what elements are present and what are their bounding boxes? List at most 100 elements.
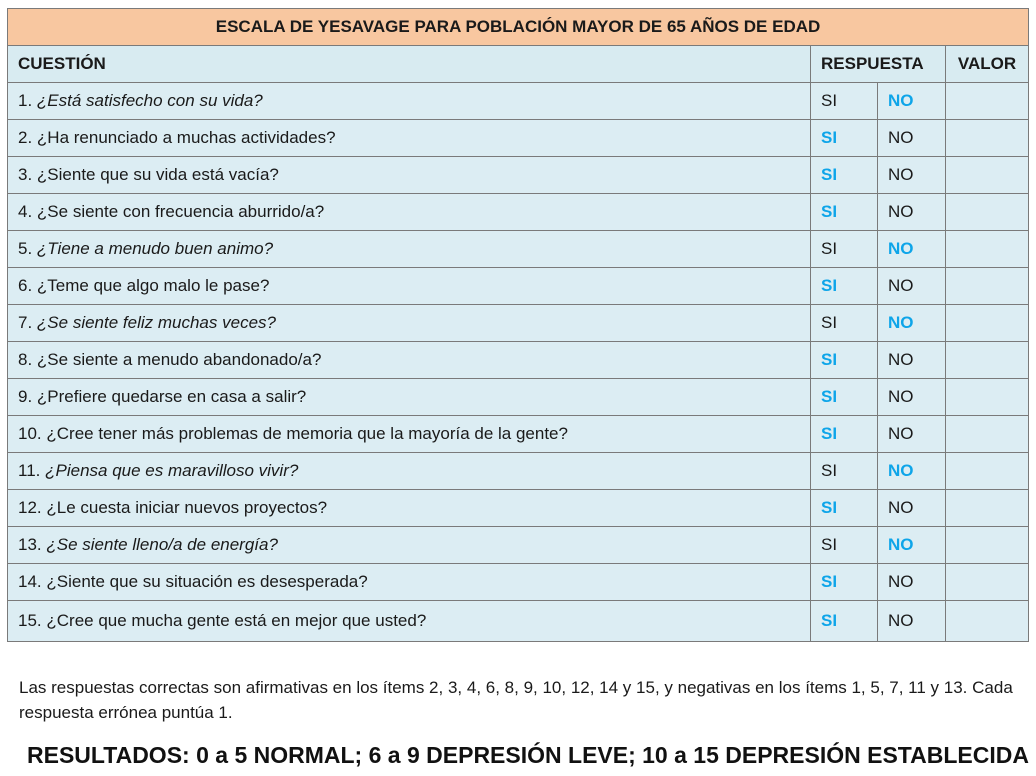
answer-yes[interactable]: SI xyxy=(810,378,878,416)
question-text: ¿Se siente a menudo abandonado/a? xyxy=(36,350,322,369)
table-row: 3. ¿Siente que su vida está vacía? SI NO xyxy=(7,156,1030,194)
title-row: ESCALA DE YESAVAGE PARA POBLACIÓN MAYOR … xyxy=(6,8,1030,46)
answer-no[interactable]: NO xyxy=(877,267,946,305)
question-text: ¿Cree que mucha gente está en mejor que … xyxy=(46,611,427,630)
question-number: 15. xyxy=(18,611,42,630)
answer-no[interactable]: NO xyxy=(877,82,946,120)
question-number: 14. xyxy=(18,572,42,591)
table-row: 11. ¿Piensa que es maravilloso vivir? SI N… xyxy=(7,452,1030,490)
answer-no[interactable]: NO xyxy=(877,304,946,342)
answer-no[interactable]: NO xyxy=(877,156,946,194)
question-text: ¿Está satisfecho con su vida? xyxy=(36,91,263,110)
table-row: 6. ¿Teme que algo malo le pase? SI NO xyxy=(7,267,1030,305)
table-row: 12. ¿Le cuesta iniciar nuevos proyectos?… xyxy=(7,489,1030,527)
question-number: 9. xyxy=(18,387,33,406)
value-cell[interactable] xyxy=(944,304,1030,342)
question-cell: 13. ¿Se siente lleno/a de energía? xyxy=(7,526,811,564)
yesavage-table: ESCALA DE YESAVAGE PARA POBLACIÓN MAYOR … xyxy=(6,8,1030,642)
header-value: VALOR xyxy=(944,45,1030,83)
value-cell[interactable] xyxy=(944,156,1030,194)
question-text: ¿Ha renunciado a muchas actividades? xyxy=(36,128,336,147)
question-text: ¿Se siente lleno/a de energía? xyxy=(46,535,278,554)
answer-yes[interactable]: SI xyxy=(810,415,878,453)
answer-yes[interactable]: SI xyxy=(810,304,878,342)
table-row: 1. ¿Está satisfecho con su vida? SI NO xyxy=(7,82,1030,120)
question-cell: 10. ¿Cree tener más problemas de memoria… xyxy=(7,415,811,453)
question-text: ¿Teme que algo malo le pase? xyxy=(36,276,270,295)
answer-no[interactable]: NO xyxy=(877,230,946,268)
table-row: 8. ¿Se siente a menudo abandonado/a? SI NO xyxy=(7,341,1030,379)
question-text: ¿Piensa que es maravilloso vivir? xyxy=(45,461,299,480)
answer-no[interactable]: NO xyxy=(877,600,946,642)
question-number: 11. xyxy=(18,461,41,480)
results-legend: RESULTADOS: 0 a 5 NORMAL; 6 a 9 DEPRESIÓ… xyxy=(27,742,1029,768)
value-cell[interactable] xyxy=(944,452,1030,490)
question-cell: 8. ¿Se siente a menudo abandonado/a? xyxy=(7,341,811,379)
question-text: ¿Cree tener más problemas de memoria que… xyxy=(46,424,568,443)
value-cell[interactable] xyxy=(944,526,1030,564)
value-cell[interactable] xyxy=(944,563,1030,601)
question-number: 1. xyxy=(18,91,33,110)
answer-no[interactable]: NO xyxy=(877,193,946,231)
answer-no[interactable]: NO xyxy=(877,119,946,157)
question-cell: 9. ¿Prefiere quedarse en casa a salir? xyxy=(7,378,811,416)
question-text: ¿Prefiere quedarse en casa a salir? xyxy=(36,387,307,406)
question-cell: 15. ¿Cree que mucha gente está en mejor … xyxy=(7,600,811,642)
answer-yes[interactable]: SI xyxy=(810,230,878,268)
question-cell: 4. ¿Se siente con frecuencia aburrido/a? xyxy=(7,193,811,231)
value-cell[interactable] xyxy=(944,119,1030,157)
question-text: ¿Siente que su situación es desesperada? xyxy=(46,572,368,591)
answer-no[interactable]: NO xyxy=(877,415,946,453)
answer-no[interactable]: NO xyxy=(877,563,946,601)
value-cell[interactable] xyxy=(944,267,1030,305)
question-number: 10. xyxy=(18,424,42,443)
value-cell[interactable] xyxy=(944,230,1030,268)
value-cell[interactable] xyxy=(944,378,1030,416)
answer-no[interactable]: NO xyxy=(877,489,946,527)
question-cell: 2. ¿Ha renunciado a muchas actividades? xyxy=(7,119,811,157)
question-number: 3. xyxy=(18,165,33,184)
question-number: 12. xyxy=(18,498,42,517)
answer-no[interactable]: NO xyxy=(877,526,946,564)
answer-yes[interactable]: SI xyxy=(810,82,878,120)
table-row: 10. ¿Cree tener más problemas de memoria… xyxy=(7,415,1030,453)
answer-yes[interactable]: SI xyxy=(810,119,878,157)
question-number: 4. xyxy=(18,202,33,221)
answer-yes[interactable]: SI xyxy=(810,341,878,379)
answer-yes[interactable]: SI xyxy=(810,563,878,601)
table-row: 4. ¿Se siente con frecuencia aburrido/a?… xyxy=(7,193,1030,231)
question-cell: 14. ¿Siente que su situación es desesper… xyxy=(7,563,811,601)
answer-no[interactable]: NO xyxy=(877,341,946,379)
question-cell: 12. ¿Le cuesta iniciar nuevos proyectos? xyxy=(7,489,811,527)
question-cell: 11. ¿Piensa que es maravilloso vivir? xyxy=(7,452,811,490)
question-cell: 1. ¿Está satisfecho con su vida? xyxy=(7,82,811,120)
answer-yes[interactable]: SI xyxy=(810,267,878,305)
question-number: 7. xyxy=(18,313,33,332)
value-cell[interactable] xyxy=(944,489,1030,527)
table-title: ESCALA DE YESAVAGE PARA POBLACIÓN MAYOR … xyxy=(6,8,1030,46)
question-text: ¿Le cuesta iniciar nuevos proyectos? xyxy=(46,498,328,517)
header-question: CUESTIÓN xyxy=(7,45,811,83)
table-row: 15. ¿Cree que mucha gente está en mejor … xyxy=(7,600,1030,642)
question-cell: 7. ¿Se siente feliz muchas veces? xyxy=(7,304,811,342)
answer-no[interactable]: NO xyxy=(877,452,946,490)
question-number: 2. xyxy=(18,128,33,147)
answer-yes[interactable]: SI xyxy=(810,600,878,642)
answer-yes[interactable]: SI xyxy=(810,193,878,231)
value-cell[interactable] xyxy=(944,600,1030,642)
question-text: ¿Se siente con frecuencia aburrido/a? xyxy=(36,202,325,221)
answer-yes[interactable]: SI xyxy=(810,489,878,527)
answer-yes[interactable]: SI xyxy=(810,156,878,194)
question-text: ¿Se siente feliz muchas veces? xyxy=(36,313,276,332)
value-cell[interactable] xyxy=(944,415,1030,453)
value-cell[interactable] xyxy=(944,341,1030,379)
answer-yes[interactable]: SI xyxy=(810,452,878,490)
answer-no[interactable]: NO xyxy=(877,378,946,416)
question-number: 8. xyxy=(18,350,33,369)
value-cell[interactable] xyxy=(944,193,1030,231)
table-body: 1. ¿Está satisfecho con su vida? SI NO 2. ¿… xyxy=(7,82,1030,642)
table-row: 7. ¿Se siente feliz muchas veces? SI NO xyxy=(7,304,1030,342)
value-cell[interactable] xyxy=(944,82,1030,120)
answer-yes[interactable]: SI xyxy=(810,526,878,564)
table-row: 5. ¿Tiene a menudo buen animo? SI NO xyxy=(7,230,1030,268)
